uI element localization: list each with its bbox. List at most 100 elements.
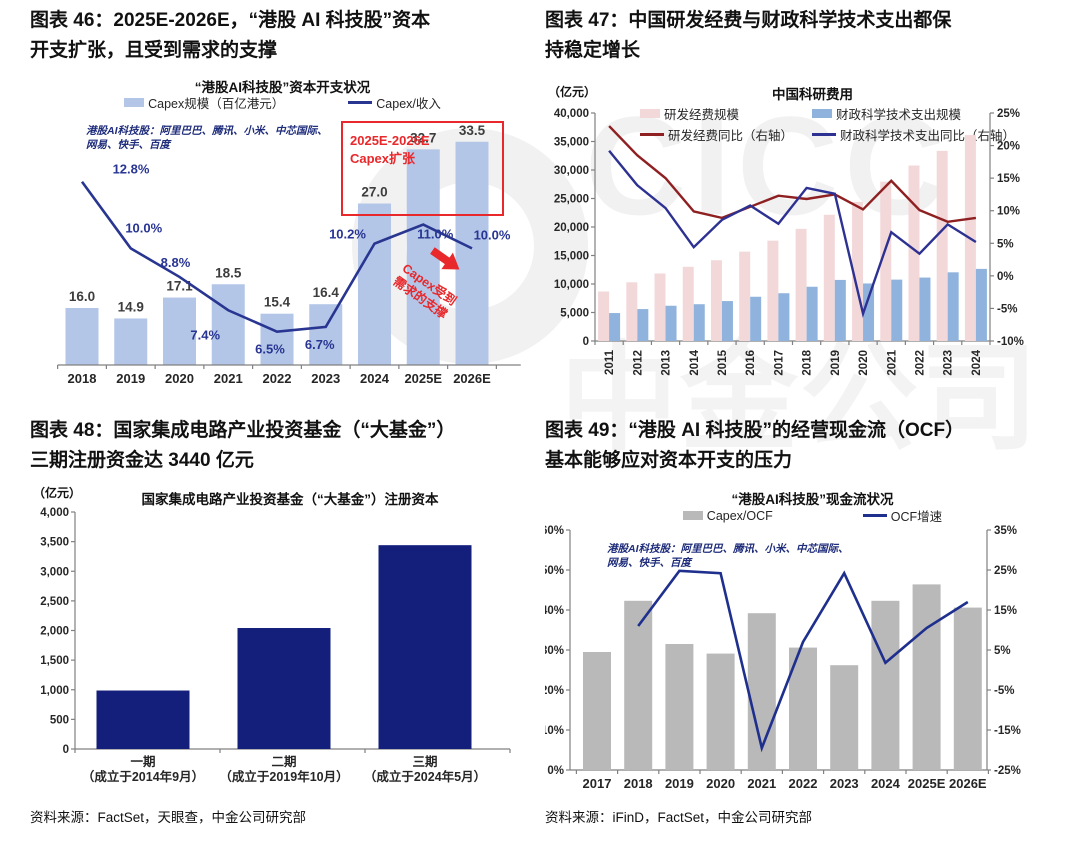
svg-text:网易、快手、百度: 网易、快手、百度 bbox=[607, 556, 693, 569]
svg-text:30,000: 30,000 bbox=[554, 165, 589, 177]
capex-bar bbox=[455, 141, 489, 365]
legend-label: Capex/OCF bbox=[706, 508, 773, 523]
fiscal-spending-bar bbox=[778, 293, 790, 341]
svg-text:20%: 20% bbox=[545, 685, 564, 697]
svg-text:14.9: 14.9 bbox=[118, 299, 144, 314]
legend-item-rd-scale: 研发经费规模 bbox=[640, 104, 793, 123]
svg-text:2025E: 2025E bbox=[404, 371, 442, 386]
fund-phase-bar bbox=[96, 690, 190, 749]
svg-text:2,000: 2,000 bbox=[40, 626, 69, 638]
svg-text:3,000: 3,000 bbox=[40, 566, 69, 578]
chart-47-plot: 40,000 35,000 30,000 25,000 20,000 15,000 10,0… bbox=[545, 98, 1080, 405]
legend-item-ocf-growth: OCF增速 bbox=[862, 506, 942, 525]
chart-47-unit-label: （亿元） bbox=[548, 85, 597, 99]
legend-label: Capex规模（百亿港元） bbox=[148, 97, 285, 111]
capex-bar bbox=[358, 203, 391, 365]
fiscal-spending-bar bbox=[834, 279, 846, 341]
svg-text:35,000: 35,000 bbox=[554, 137, 589, 149]
svg-text:15,000: 15,000 bbox=[554, 251, 589, 263]
svg-text:2022: 2022 bbox=[914, 350, 926, 376]
svg-text:2018: 2018 bbox=[68, 371, 97, 386]
legend-label: 研发经费同比（右轴） bbox=[668, 129, 794, 143]
svg-text:2020: 2020 bbox=[165, 371, 194, 386]
figure-48-heading-line1: 图表 48：国家集成电路产业投资基金（“大基金”） bbox=[30, 420, 456, 441]
svg-text:15%: 15% bbox=[994, 605, 1017, 617]
svg-text:2019: 2019 bbox=[116, 371, 145, 386]
fiscal-spending-bar bbox=[693, 304, 705, 341]
svg-text:2024: 2024 bbox=[871, 776, 901, 791]
svg-text:2013: 2013 bbox=[661, 350, 673, 376]
svg-text:2025E: 2025E bbox=[908, 776, 946, 791]
figure-48-heading-line2: 三期注册资金达 3440 亿元 bbox=[30, 450, 254, 471]
demand-arrow-icon bbox=[430, 247, 460, 270]
figure-49-heading-line2: 基本能够应对资本开支的压力 bbox=[545, 450, 793, 471]
capex-bar bbox=[114, 318, 148, 365]
chart-47-canvas: 40,000 35,000 30,000 25,000 20,000 15,000 10,0… bbox=[554, 108, 1024, 376]
svg-text:1,500: 1,500 bbox=[40, 655, 69, 667]
svg-text:（成立于2014年9月）: （成立于2014年9月） bbox=[82, 769, 204, 784]
figure-47-heading-line2: 持稳定增长 bbox=[545, 40, 641, 61]
svg-text:4,000: 4,000 bbox=[40, 507, 69, 519]
svg-text:港股AI科技股：阿里巴巴、腾讯、小米、中芯国际、: 港股AI科技股：阿里巴巴、腾讯、小米、中芯国际、 bbox=[86, 124, 328, 137]
svg-text:-25%: -25% bbox=[994, 765, 1021, 777]
svg-text:2019: 2019 bbox=[665, 776, 694, 791]
svg-text:2026E: 2026E bbox=[453, 371, 491, 386]
svg-text:三期: 三期 bbox=[412, 754, 437, 769]
svg-text:25,000: 25,000 bbox=[554, 194, 589, 206]
rd-expense-bar bbox=[598, 291, 610, 341]
chart-49-title: “港股AI科技股”现金流状况 bbox=[731, 492, 894, 507]
svg-text:2018: 2018 bbox=[624, 776, 653, 791]
fiscal-spending-bar bbox=[665, 305, 677, 341]
fiscal-spending-bar bbox=[721, 301, 733, 341]
rd-expense-bar bbox=[908, 165, 920, 341]
svg-text:（成立于2024年5月）: （成立于2024年5月） bbox=[364, 769, 486, 784]
svg-text:5,000: 5,000 bbox=[560, 308, 589, 320]
line-swatch-icon bbox=[348, 101, 373, 104]
svg-text:17.1: 17.1 bbox=[166, 279, 193, 294]
legend-item-rd-yoy: 研发经费同比（右轴） bbox=[640, 125, 793, 144]
svg-text:0: 0 bbox=[63, 744, 69, 756]
legend-label: Capex/收入 bbox=[376, 97, 441, 111]
svg-text:6.7%: 6.7% bbox=[305, 337, 335, 352]
chart-49-legend: Capex/OCF OCF增速 bbox=[545, 506, 1080, 525]
svg-text:15.4: 15.4 bbox=[264, 295, 291, 310]
svg-text:2,500: 2,500 bbox=[40, 596, 69, 608]
svg-text:港股AI科技股：阿里巴巴、腾讯、小米、中芯国际、: 港股AI科技股：阿里巴巴、腾讯、小米、中芯国际、 bbox=[607, 542, 849, 555]
legend-item-capex-scale: Capex规模（百亿港元） bbox=[124, 93, 284, 112]
svg-text:1,000: 1,000 bbox=[40, 685, 69, 697]
svg-text:-5%: -5% bbox=[997, 303, 1017, 315]
svg-text:7.4%: 7.4% bbox=[190, 327, 220, 342]
rd-expense-bar bbox=[739, 251, 751, 341]
capex-bar bbox=[309, 304, 343, 365]
chart-49-plot: 60% 50% 40% 30% 20% 10% 0% 35% 25% 15% 5% -5% -15% -2… bbox=[541, 522, 1080, 807]
capex-ocf-bar bbox=[624, 600, 653, 770]
svg-text:40,000: 40,000 bbox=[554, 108, 589, 120]
svg-text:33.5: 33.5 bbox=[459, 123, 486, 138]
rd-expense-bar bbox=[823, 214, 835, 341]
rd-expense-bar bbox=[767, 240, 779, 341]
svg-text:一期: 一期 bbox=[130, 754, 155, 769]
svg-text:-10%: -10% bbox=[997, 336, 1024, 348]
capex-ocf-bar bbox=[830, 665, 859, 770]
svg-text:6.5%: 6.5% bbox=[255, 342, 285, 357]
chart-47-title: 中国科研费用 bbox=[772, 87, 853, 102]
fiscal-spending-bar bbox=[806, 286, 818, 341]
chart-46-title: “港股AI科技股”资本开支状况 bbox=[194, 80, 371, 95]
chart-48-title: 国家集成电路产业投资基金（“大基金”）注册资本 bbox=[141, 492, 439, 507]
svg-text:40%: 40% bbox=[545, 605, 564, 617]
capex-ocf-bar bbox=[583, 652, 611, 770]
svg-text:5%: 5% bbox=[997, 238, 1014, 250]
svg-text:2025E-2026E: 2025E-2026E bbox=[350, 133, 430, 148]
svg-text:16.0: 16.0 bbox=[69, 289, 95, 304]
svg-text:2012: 2012 bbox=[632, 350, 644, 376]
svg-text:2015: 2015 bbox=[717, 349, 729, 375]
capex-bar bbox=[65, 308, 99, 365]
svg-text:2022: 2022 bbox=[789, 776, 818, 791]
svg-text:2021: 2021 bbox=[214, 371, 243, 386]
svg-text:25%: 25% bbox=[997, 108, 1020, 120]
capex-ocf-bar bbox=[665, 644, 694, 770]
chart-48-canvas: 4,000 3,500 3,000 2,500 2,000 1,500 1,000 500 0 一… bbox=[40, 507, 511, 784]
svg-text:2023: 2023 bbox=[311, 371, 340, 386]
svg-text:20%: 20% bbox=[997, 141, 1020, 153]
svg-text:2019: 2019 bbox=[830, 350, 842, 376]
